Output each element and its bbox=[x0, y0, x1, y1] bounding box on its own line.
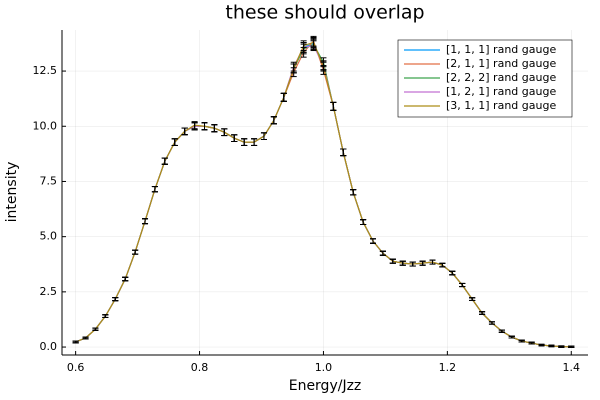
error-bar bbox=[82, 336, 89, 340]
legend-label: [1, 1, 1] rand gauge bbox=[446, 43, 556, 56]
y-tick-label: 0.0 bbox=[40, 340, 58, 353]
error-bar bbox=[558, 345, 565, 348]
error-bar bbox=[370, 238, 377, 244]
error-bar bbox=[270, 116, 277, 125]
x-tick-label: 0.8 bbox=[191, 361, 209, 374]
legend-label: [1, 2, 1] rand gauge bbox=[446, 85, 556, 98]
error-bar bbox=[241, 138, 248, 146]
error-bar bbox=[142, 218, 149, 225]
legend-label: [2, 2, 2] rand gauge bbox=[446, 71, 556, 84]
error-bar bbox=[498, 329, 505, 333]
error-bar bbox=[360, 219, 367, 226]
y-tick-label: 10.0 bbox=[33, 119, 58, 132]
error-bar bbox=[102, 314, 109, 318]
error-bar bbox=[350, 189, 357, 196]
error-bar bbox=[528, 341, 535, 345]
error-bar bbox=[161, 157, 168, 165]
error-bar bbox=[449, 270, 456, 276]
error-bar bbox=[231, 134, 238, 142]
y-tick-label: 12.5 bbox=[33, 64, 58, 77]
error-bar bbox=[251, 138, 258, 146]
legend-label: [3, 1, 1] rand gauge bbox=[446, 99, 556, 112]
error-bar bbox=[548, 344, 555, 348]
error-bar bbox=[221, 128, 228, 137]
error-bar bbox=[409, 261, 416, 267]
error-bar bbox=[508, 335, 515, 339]
error-bar bbox=[112, 297, 119, 302]
error-bar bbox=[330, 101, 337, 111]
y-tick-label: 7.5 bbox=[40, 174, 58, 187]
y-tick-label: 2.5 bbox=[40, 285, 58, 298]
error-bar bbox=[459, 282, 466, 288]
error-bar bbox=[191, 121, 198, 130]
x-axis-label: Energy/Jzz bbox=[289, 378, 362, 394]
error-bar bbox=[132, 249, 139, 255]
error-bar bbox=[419, 260, 426, 266]
x-tick-label: 1.2 bbox=[439, 361, 457, 374]
x-tick-label: 0.6 bbox=[67, 361, 85, 374]
error-bar bbox=[518, 339, 525, 343]
error-bar bbox=[340, 148, 347, 157]
error-bar bbox=[568, 345, 575, 348]
error-bar bbox=[280, 92, 287, 102]
error-bar bbox=[201, 122, 208, 131]
error-bar bbox=[260, 132, 267, 141]
error-bar bbox=[92, 327, 99, 331]
error-bar bbox=[310, 37, 317, 48]
error-bar bbox=[538, 343, 545, 347]
y-axis-label: intensity bbox=[4, 162, 20, 223]
error-bar bbox=[320, 61, 327, 72]
error-bar bbox=[439, 262, 446, 268]
y-tick-label: 5.0 bbox=[40, 230, 58, 243]
error-bar bbox=[151, 186, 158, 193]
error-bar bbox=[72, 340, 79, 344]
error-bar bbox=[211, 124, 218, 133]
error-bar bbox=[488, 321, 495, 325]
error-bar bbox=[290, 63, 297, 74]
error-bar bbox=[479, 311, 486, 315]
legend-label: [2, 1, 1] rand gauge bbox=[446, 57, 556, 70]
x-tick-label: 1.4 bbox=[563, 361, 581, 374]
error-bar bbox=[122, 276, 129, 282]
error-bar bbox=[300, 40, 307, 52]
error-bar bbox=[399, 260, 406, 266]
chart-title: these should overlap bbox=[225, 2, 424, 24]
error-bar bbox=[181, 127, 188, 136]
error-bar bbox=[469, 297, 476, 301]
error-bar bbox=[171, 138, 178, 146]
error-bar bbox=[379, 250, 386, 256]
error-bar bbox=[389, 258, 396, 264]
x-tick-label: 1.0 bbox=[315, 361, 333, 374]
error-bar bbox=[429, 259, 436, 265]
